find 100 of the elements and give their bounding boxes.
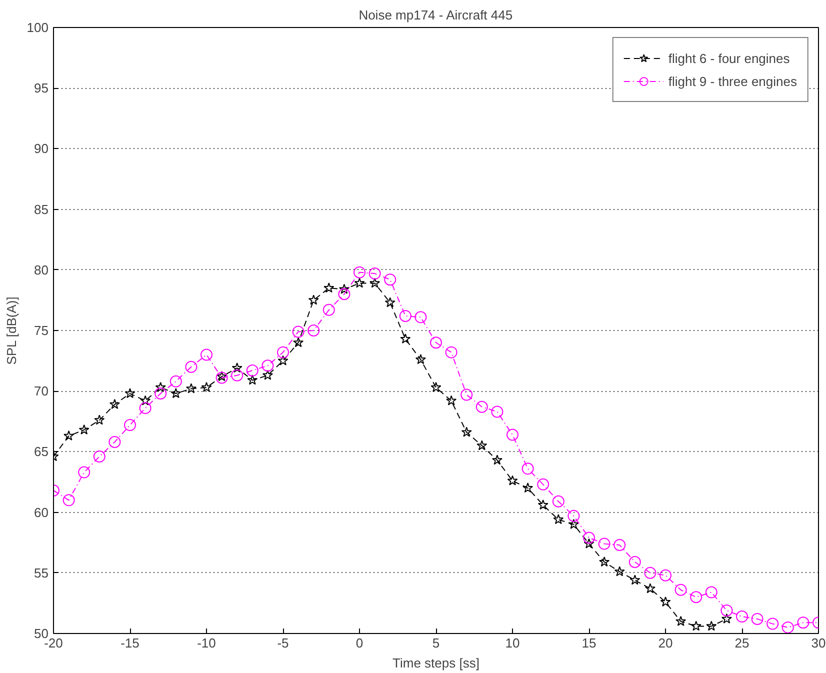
point [108,436,121,448]
x-tick-label: 15 [582,636,596,650]
point [384,297,396,308]
point [216,372,228,384]
point [400,333,411,344]
point [246,364,258,376]
point [674,584,687,596]
y-tick-label: 50 [34,626,49,641]
point [399,310,412,322]
point [78,424,90,434]
y-tick-label: 75 [34,323,49,338]
point [338,284,350,294]
point [445,346,458,358]
point [324,282,334,293]
point [322,304,335,316]
x-axis-title: Time steps [ss] [392,656,480,670]
point [690,620,702,631]
point [247,374,258,385]
legend-label: flight 6 - four engines [668,50,790,66]
point [231,369,244,382]
point [644,583,656,594]
point [186,383,196,394]
point [384,274,396,286]
point [154,388,167,400]
point [139,402,152,414]
point [721,613,732,624]
point [460,388,473,401]
point [583,532,595,544]
point [599,556,610,567]
legend-label: flight 9 - three engines [668,74,797,88]
point [293,337,304,348]
point [797,616,810,629]
point [185,360,198,373]
point [660,569,672,582]
y-axis-title: SPL [dB(A)] [4,296,19,365]
point [200,348,212,361]
point [506,428,518,441]
x-tick-label: 20 [658,636,673,650]
x-tick-label: 25 [734,636,750,650]
point [538,500,548,510]
y-tick-label: 85 [34,202,49,217]
point [368,268,381,280]
point [553,514,564,524]
point [94,414,105,425]
y-tick-label: 70 [34,384,49,399]
point [476,440,488,450]
point [660,596,671,607]
point [338,288,350,300]
point [690,591,702,604]
point [782,621,794,634]
point [430,382,442,392]
point [705,586,718,598]
point [614,566,625,576]
point [64,430,74,440]
point [201,382,212,392]
point [522,482,534,493]
x-tick-label: 10 [505,636,520,650]
point [568,518,579,529]
point [62,494,75,506]
point [354,278,365,288]
point [170,375,182,388]
point [155,382,166,392]
point [507,475,518,486]
point [568,510,580,522]
x-tick-label: -10 [197,636,216,650]
point [628,556,641,568]
point [598,538,610,550]
point [370,278,380,288]
y-tick-label: 65 [34,444,49,460]
point [140,395,151,406]
point [584,538,594,548]
point [262,360,274,372]
point [278,355,288,366]
point [720,604,733,616]
point [676,616,686,626]
point [78,466,90,478]
point [461,426,472,437]
point [491,406,504,418]
x-tick-label: 5 [432,636,440,650]
y-tick-label: 90 [34,141,49,156]
point [170,388,182,398]
point [216,371,228,382]
point [736,610,748,623]
point [537,478,550,490]
point [766,618,779,630]
point [262,370,273,380]
x-tick-label: -15 [120,636,140,650]
point [614,539,626,552]
x-tick-label: -5 [277,636,289,650]
point [492,454,502,465]
point [109,398,120,409]
point [751,612,764,625]
point [706,620,717,631]
y-tick-label: 95 [34,80,49,96]
point [124,388,136,398]
y-tick-label: 80 [34,262,49,278]
point [476,400,488,413]
point [232,362,242,373]
point [446,395,457,406]
x-tick-label: 30 [811,636,826,650]
